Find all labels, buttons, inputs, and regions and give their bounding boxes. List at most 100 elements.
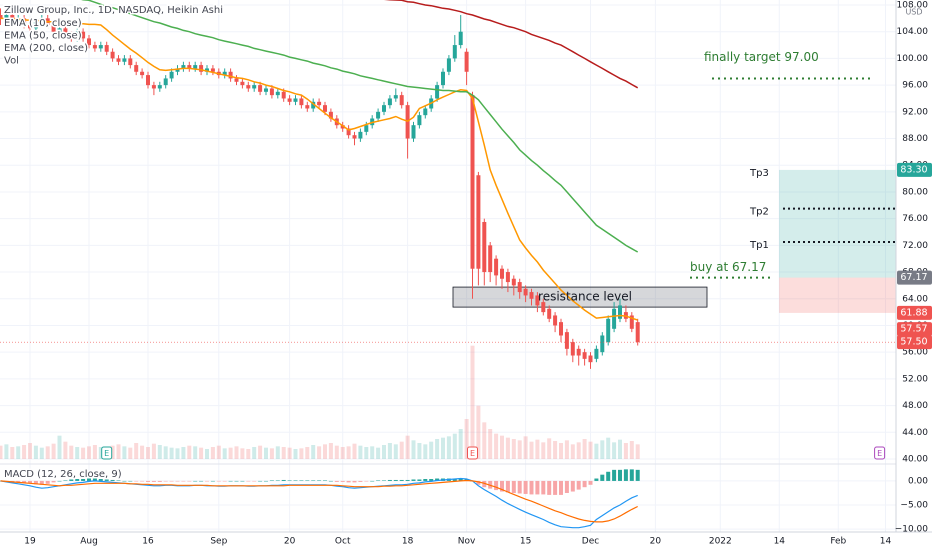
macd-histogram-bar: [511, 480, 516, 493]
macd-histogram-bar: [228, 480, 233, 482]
candle-body: [382, 105, 386, 112]
volume-bar: [618, 439, 622, 459]
macd-histogram-bar: [399, 479, 404, 481]
volume-bar: [187, 445, 192, 459]
y-tick-label: 52.00: [902, 374, 928, 384]
price-tag: [897, 335, 932, 350]
macd-histogram-bar: [92, 478, 97, 481]
macd-histogram-bar: [169, 480, 174, 482]
volume-bar: [429, 441, 434, 459]
macd-histogram-bar: [576, 480, 581, 490]
macd-histogram-bar: [240, 480, 245, 482]
candle-body: [281, 91, 286, 99]
volume-bar: [163, 446, 168, 459]
legend: Zillow Group, Inc., 1D, NASDAQ, Heikin A…: [3, 4, 225, 482]
x-tick-label: 14: [880, 537, 892, 547]
candle-body: [33, 21, 38, 29]
volume-bar: [222, 448, 227, 459]
macd-histogram-bar: [629, 469, 634, 481]
volume-bar: [116, 444, 121, 459]
candle-body: [69, 35, 74, 39]
candle-body: [104, 45, 109, 52]
candle-body: [28, 25, 32, 29]
macd-histogram-bar: [582, 480, 587, 488]
earnings-marker: [874, 446, 886, 460]
volume-bar: [529, 441, 534, 459]
macd-histogram-bar: [529, 480, 534, 495]
macd-histogram-bar: [51, 480, 56, 483]
y-tick-label: 56.00: [902, 348, 928, 358]
volume-bar: [246, 449, 251, 459]
macd-histogram-bar: [323, 480, 327, 481]
macd-histogram-bar: [122, 480, 127, 482]
candle-body: [122, 58, 127, 62]
price-tag-label: 57.57: [900, 324, 927, 335]
volume-bar: [216, 445, 221, 459]
macd-histogram-bar: [482, 480, 487, 488]
macd-histogram-bar: [140, 480, 145, 482]
candle-body: [476, 175, 481, 269]
volume-bar: [352, 443, 357, 459]
macd-histogram-bar: [435, 478, 440, 481]
candle-body: [618, 305, 622, 319]
y-tick-label: 80.00: [902, 187, 928, 197]
volume-bar: [623, 443, 628, 459]
x-tick-label: 2022: [709, 537, 732, 547]
volume-bar: [423, 444, 428, 459]
macd-histogram-bar: [57, 480, 62, 482]
y-tick-label: 92.00: [902, 107, 928, 117]
macd-histogram-bar: [269, 480, 274, 481]
macd-histogram-bar: [275, 480, 280, 481]
candle-body: [393, 95, 398, 99]
macd-histogram-bar: [317, 480, 322, 481]
candle-body: [287, 98, 292, 102]
volume-bar: [275, 446, 280, 459]
volume-bar: [75, 447, 80, 459]
volume-bar: [134, 443, 139, 459]
volume-bar: [370, 446, 375, 459]
y-tick-label: 88.00: [902, 134, 928, 144]
volume-bar: [588, 441, 593, 459]
candle-body: [582, 352, 587, 359]
macd-histogram-bar: [258, 480, 263, 482]
grid: [0, 0, 896, 532]
y-tick-label: 48.00: [902, 401, 928, 411]
volume-bar: [553, 441, 558, 459]
macd-histogram-bar: [28, 480, 32, 484]
macd-histogram-bar: [364, 480, 369, 482]
earnings-label: E: [877, 449, 882, 458]
candle-body: [340, 125, 345, 129]
candle-body: [39, 18, 44, 22]
volume-bar: [269, 448, 274, 459]
legend-entry: Vol: [4, 56, 19, 67]
candle-body: [75, 31, 80, 39]
volume-bar: [0, 445, 3, 459]
x-tick-label: Nov: [458, 537, 476, 547]
candle-body: [494, 258, 499, 276]
volume-bar: [57, 435, 62, 459]
candle-body: [629, 315, 634, 329]
macd-histogram-bar: [458, 478, 463, 481]
candle-body: [352, 135, 357, 139]
candle-body: [470, 95, 475, 269]
macd-histogram-bar: [299, 480, 304, 481]
volume-bar: [51, 443, 56, 459]
candle-body: [275, 91, 280, 96]
candle-body: [500, 268, 504, 279]
candle-body: [435, 85, 440, 99]
macd-histogram-bar: [623, 469, 628, 481]
volume-bar: [81, 447, 86, 459]
macd-histogram-bar: [87, 478, 91, 481]
volume-bar: [98, 447, 103, 459]
position-profit: [779, 169, 896, 278]
volume-bar: [334, 445, 339, 459]
candle-body: [246, 85, 251, 89]
x-tick-label: 18: [402, 537, 414, 547]
candle-body: [511, 278, 516, 286]
candle-body: [4, 15, 9, 19]
macd-histogram-bar: [33, 480, 38, 485]
earnings-label: E: [470, 449, 475, 458]
volume-bar: [140, 445, 145, 459]
candle-body: [146, 75, 150, 86]
volume-bar: [87, 446, 91, 459]
